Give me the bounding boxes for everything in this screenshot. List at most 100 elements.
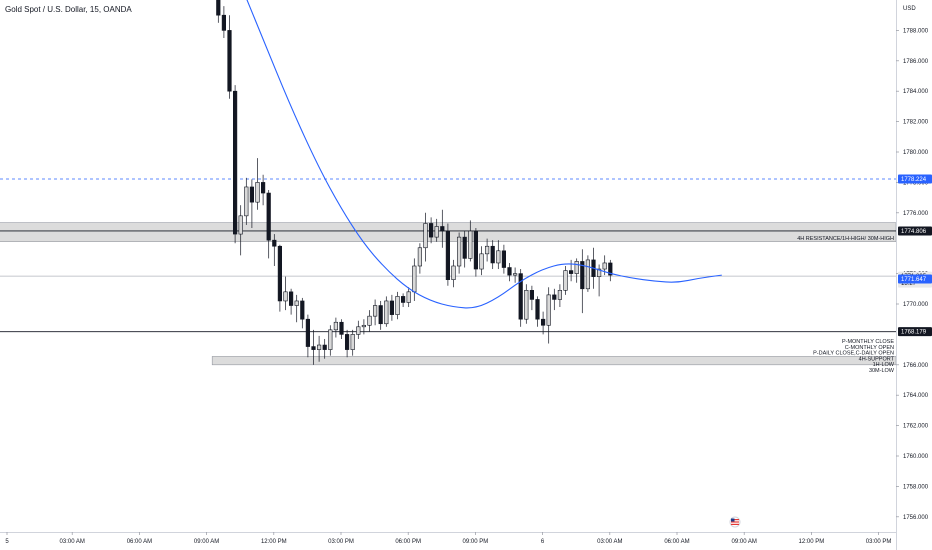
candle [266,190,271,259]
candle [216,0,221,23]
x-tick-label: 03:00 PM [328,539,354,545]
zone-support[interactable] [211,356,897,366]
candle [400,293,406,308]
candle-body-down [389,300,395,315]
candle-body-up [456,236,462,267]
candle [305,314,311,358]
candle [501,244,507,274]
price-badge-text: 1778.224 [901,177,927,183]
candle [479,246,484,276]
candle [540,311,546,335]
candle-body-up [316,344,322,350]
candle-body-up [546,294,551,326]
y-tick-label: 1784.000 [903,89,929,95]
candle [585,255,590,292]
annotation-labels-layer: 4H RESISTANCE/1H-HIGH/ 30M-HIGH P-MONTHLY… [797,236,895,374]
candle [361,319,367,335]
candle-body-down [305,318,311,347]
candle-body-up [496,250,501,264]
resistance-zone-label: 4H RESISTANCE/1H-HIGH/ 30M-HIGH [797,236,894,242]
price-badge-bg [898,226,932,236]
candle [552,288,557,311]
candle [496,240,501,270]
candle-body-down [266,192,271,241]
candle [608,259,613,282]
badge-1771647: 1771.647 [898,274,932,284]
candle [406,287,411,308]
candle [367,310,372,332]
candle [395,291,400,320]
candle-body-up [434,226,439,238]
candle [372,299,378,326]
x-tick-label: 5 [5,539,9,545]
candles-layer [216,0,613,365]
candle [434,218,439,242]
candle [283,276,288,311]
us-flag-icon[interactable] [729,516,741,528]
candle-body-up [350,334,355,350]
candle [484,238,490,262]
candle-body-down [568,270,574,274]
x-tick-label: 12:00 PM [261,539,287,545]
candle [389,294,395,321]
candle-body-down [400,296,406,303]
x-tick-label: 09:00 AM [732,539,757,545]
price-badge-text: 1768.179 [901,330,927,336]
candle [249,179,255,228]
candle-body-up [484,245,490,255]
candle-body-up [574,261,579,274]
time-axis[interactable]: 5 03:00 AM 06:00 AM 09:00 AM 12:00 PM 03:00 P… [5,532,891,545]
candle-body-up [417,247,423,267]
candle [260,174,266,206]
candle-body-down [378,305,383,325]
candle-body-down [445,230,451,280]
candle-body-down [216,0,221,16]
candle [277,244,283,312]
candle-body-up [602,262,607,270]
support-label: P-MONTHLY CLOSE [842,339,894,345]
ma-line[interactable] [235,0,722,309]
candle-body-down [249,186,255,203]
price-badge-countdown: 13:27 [901,281,917,287]
candle [507,262,512,282]
candle-body-down [322,344,327,350]
candle-body-down [344,334,350,350]
y-tick-label: 1762.000 [903,424,929,430]
support-label: C-MONTHLY OPEN [845,345,894,351]
candle-body-up [479,253,484,270]
candle [490,240,495,270]
candle [563,266,568,295]
candle-body-down [529,290,534,300]
candle-body-down [272,239,277,247]
candle-body-down [300,300,305,320]
candle [417,243,423,274]
candle-body-down [518,273,523,320]
chart-title: Gold Spot / U.S. Dollar, 15, OANDA [5,5,132,14]
candle-body-down [490,245,495,264]
candle-body-up [423,223,428,249]
support-label: P-DAILY CLOSE,C-DAILY OPEN [813,351,894,357]
candle [462,231,467,268]
candle-body-up [451,265,456,280]
candle [356,320,361,339]
y-tick-label: 1764.000 [903,393,929,399]
badge-1774806: 1774.806 [898,226,932,236]
x-tick-label: 12:00 PM [799,539,825,545]
candle-body-up [367,315,372,326]
candle-body-up [406,291,411,303]
candle-body-up [356,326,361,335]
candle [580,249,585,314]
candle [300,297,305,329]
candle-body-down [580,261,585,290]
candle-body-down [221,14,227,31]
candle-body-down [288,291,294,306]
badge-1768179: 1768.179 [898,327,932,337]
candle [227,15,232,99]
x-tick-label: 06:00 AM [127,539,152,545]
candle-body-down [440,226,445,232]
candle-body-up [361,324,367,328]
x-tick-label: 03:00 PM [866,539,892,545]
candle [535,296,540,327]
